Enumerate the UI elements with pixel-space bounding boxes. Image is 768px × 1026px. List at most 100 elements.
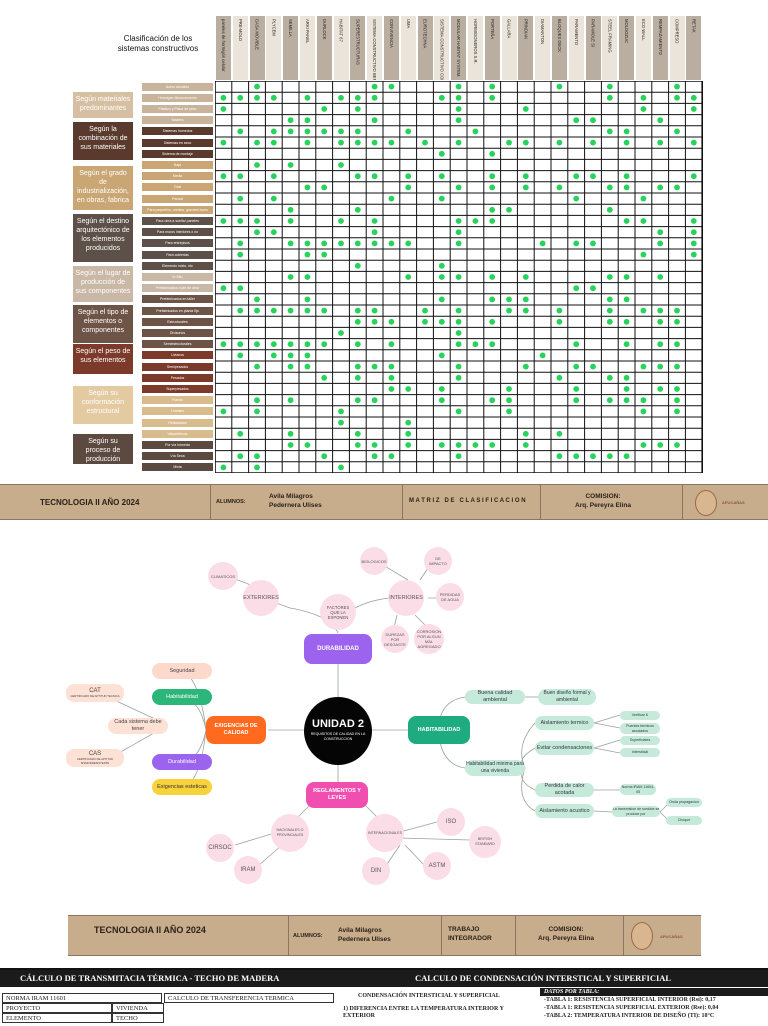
dureza-bubble: DUREZAS POR DESGASTE (381, 625, 409, 653)
classification-dot (371, 218, 378, 224)
classification-dot (556, 139, 563, 146)
classification-dot (220, 218, 227, 224)
classification-dot (422, 307, 428, 314)
classification-dot (388, 363, 395, 370)
classification-dot (506, 139, 512, 146)
classification-dot (623, 341, 630, 348)
classification-dot (304, 341, 311, 348)
classification-dot (354, 106, 361, 112)
column-header: PRINDIAN (518, 16, 534, 80)
classification-dot (657, 117, 664, 124)
column-header: SISTEMA CONSTRUCTIVO BENBRO (367, 16, 383, 80)
classification-dot (287, 363, 294, 370)
classification-dot (539, 240, 546, 247)
classification-dot (606, 307, 613, 314)
row-label: Para entrepisos (142, 239, 213, 248)
classification-dot (506, 206, 512, 213)
subject-title-2: TRABAJO INTEGRADOR (448, 926, 492, 942)
classification-dot (254, 464, 260, 471)
classification-dot (623, 128, 630, 135)
classification-dot (270, 341, 277, 348)
classification-dot (522, 363, 529, 370)
column-header: CONVIVENCIA (384, 16, 399, 80)
cat-item: CAT CERTIFICADO DE APTITUD TECNICA (66, 684, 124, 702)
classification-dot (623, 139, 630, 146)
classification-dot (522, 184, 529, 191)
classification-dot (304, 184, 311, 191)
row-label: Estructurales (142, 317, 213, 326)
classification-dot (287, 206, 294, 213)
row-label: Para muros interiores o no (142, 228, 213, 237)
esteticas-item: Exigencias esteticas (152, 779, 212, 795)
classification-dot (354, 397, 361, 404)
classification-dot (556, 374, 563, 381)
classification-dot (270, 229, 277, 236)
column-header: HABITAT 67 (333, 16, 349, 80)
column-header: BLOQUES DECK (552, 16, 567, 80)
condensacion-subtitle: CONDENSACIÓN INTERSTICIAL Y SUPERFICIAL (358, 993, 500, 999)
column-header: RETAK (686, 16, 702, 80)
classification-dot (640, 251, 647, 258)
diferencia-text: 1) DIFERENCIA ENTRE LA TEMPERATURA INTER… (343, 1006, 504, 1019)
column-header: DIAMANTON (535, 16, 551, 80)
classification-dot (287, 307, 294, 314)
classification-dot (657, 240, 664, 247)
classification-dot (522, 106, 529, 112)
classification-dot (371, 307, 378, 314)
classification-dot (690, 251, 697, 258)
column-header: REMPAZAMIENTO (652, 16, 668, 80)
classification-dot (455, 318, 462, 325)
classification-dot (438, 352, 445, 359)
classification-dot (270, 94, 277, 101)
logo-seal-icon (695, 490, 717, 516)
classification-dot (455, 341, 462, 348)
alumnos-label: ALUMNOS: (216, 499, 246, 505)
row-label: Semiestructurales (142, 340, 213, 349)
classification-dot (690, 229, 697, 236)
row-label: Prefabricados en planta fija (142, 306, 213, 315)
vivienda-cell: VIVIENDA (112, 1003, 164, 1013)
classification-dot (270, 139, 277, 146)
classification-dot (354, 128, 361, 135)
classification-dot (354, 240, 361, 247)
classification-dot (489, 274, 496, 280)
row-label: Para cubiertas (142, 250, 213, 259)
classification-dot (254, 453, 260, 460)
classification-dot (506, 397, 512, 404)
classification-dot (556, 318, 563, 325)
logo-text-2: APUCAÑAS (660, 934, 683, 939)
classification-dot (657, 386, 664, 392)
column-header: STEEL FRAMING (602, 16, 618, 80)
classification-dot (455, 408, 462, 415)
classification-dot (674, 83, 680, 90)
classification-dot (640, 94, 647, 101)
classification-dot (338, 408, 344, 415)
classification-dot (674, 442, 680, 448)
mindmap-connectors (109, 561, 669, 871)
classification-dot (237, 352, 244, 359)
classification-dot (338, 419, 344, 426)
classification-dot (590, 117, 596, 124)
classification-dot (472, 442, 479, 448)
classification-dot (455, 453, 462, 460)
classification-dot (338, 128, 344, 135)
classification-dot (640, 307, 647, 314)
classification-dot (220, 94, 227, 101)
classification-dot (455, 274, 462, 280)
classification-dot (287, 218, 294, 224)
classification-dot (338, 240, 344, 247)
classification-dot (371, 397, 378, 404)
classification-dot (455, 374, 462, 381)
row-label: Prefabricados en taller (142, 295, 213, 304)
row-label: Divisorios (142, 329, 213, 337)
corrosion-bubble: CORROSION POR ALGUN MAL AGREGADO (414, 624, 444, 654)
column-header: PLYCEM (266, 16, 282, 80)
column-header: PORTEÑA (484, 16, 500, 80)
classification-dot (657, 363, 664, 370)
column-header: GALLARA (501, 16, 517, 80)
classification-dot (606, 318, 613, 325)
interiores-bubble: INTERIORES (388, 580, 424, 616)
row-label: Para pequeños, medios, grandes luces (142, 205, 213, 214)
row-label: Prefabricados a pie de obra (142, 284, 213, 293)
classification-dot (573, 453, 580, 460)
